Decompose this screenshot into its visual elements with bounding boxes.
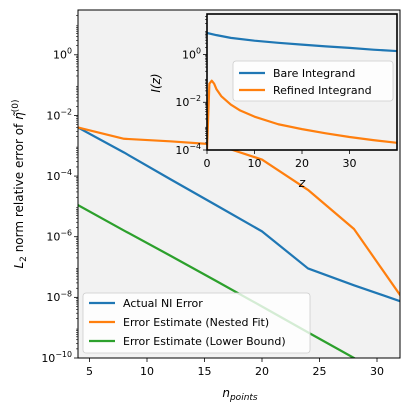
inset-legend-label: Refined Integrand: [273, 84, 372, 97]
main-y-tick-label: 10−4: [46, 168, 72, 183]
main-y-label-prefix: L: [12, 262, 26, 269]
main-y-label-symbol: η̃: [12, 111, 26, 120]
inset-y-tick-label: 100: [182, 46, 201, 61]
inset-legend-items: Bare Integrand Refined Integrand: [239, 67, 372, 97]
inset-y-axis: 10−4 10−2 100: [175, 16, 207, 157]
inset-x-tick-label: 10: [248, 157, 262, 170]
main-legend-label: Actual NI Error: [123, 297, 203, 310]
main-x-label-sub: points: [229, 393, 258, 403]
main-y-tick-label: 100: [53, 47, 72, 62]
inset-x-axis: 0 10 20 30: [204, 150, 357, 170]
main-plot-frame: [77, 9, 401, 359]
inset-series-group: [207, 31, 397, 150]
main-y-tick-label: 10−6: [46, 229, 72, 244]
main-y-axis-label: L2 norm relative error of η̃(0): [11, 99, 29, 268]
inset-legend-box: [232, 60, 394, 102]
main-x-tick-label: 5: [86, 365, 93, 378]
inset-x-tick-label: 30: [343, 157, 357, 170]
main-y-label-text: norm relative error of: [12, 120, 26, 256]
main-y-axis: 10−10 10−8 10−6 10−4 10−2 100: [41, 15, 78, 365]
main-y-label-sup: (0): [11, 99, 21, 112]
main-y-tick-label: 10−2: [46, 107, 72, 122]
inset-series-line-refined-integrand: [207, 79, 397, 150]
inset-x-tick-label: 20: [295, 157, 309, 170]
main-x-tick-label: 25: [313, 365, 327, 378]
main-series-line-error-estimate-nested-fit: [78, 126, 400, 297]
inset-x-axis-label: z: [298, 176, 306, 190]
main-x-tick-label: 30: [370, 365, 384, 378]
inset-legend: Bare Integrand Refined Integrand: [232, 60, 394, 102]
main-x-tick-label: 20: [255, 365, 269, 378]
inset-y-tick-label: 10−2: [175, 94, 201, 109]
main-x-label-base: n: [222, 386, 230, 400]
main-legend-box: [82, 292, 311, 354]
main-legend-label: Error Estimate (Nested Fit): [123, 316, 269, 329]
main-legend-label: Error Estimate (Lower Bound): [123, 335, 286, 348]
inset-legend-label: Bare Integrand: [273, 67, 355, 80]
inset-y-tick-label: 10−4: [175, 142, 201, 157]
main-x-axis: 5 10 15 20 25 30: [86, 358, 384, 378]
main-series-line-actual-ni-error: [78, 126, 400, 303]
inset-y-axis-label: I(z): [149, 73, 163, 92]
main-y-tick-label: 10−8: [46, 289, 72, 304]
main-x-tick-label: 15: [198, 365, 212, 378]
main-x-axis-label: npoints: [222, 386, 258, 403]
inset-series-line-bare-integrand: [207, 31, 397, 53]
main-x-tick-label: 10: [140, 365, 154, 378]
main-y-tick-label: 10−10: [41, 350, 72, 365]
main-y-label-sub: 2: [19, 256, 29, 262]
main-legend-items: Actual NI Error Error Estimate (Nested Fi…: [89, 297, 286, 348]
inset-x-tick-label: 0: [204, 157, 211, 170]
main-legend: Actual NI Error Error Estimate (Nested Fi…: [82, 292, 311, 354]
